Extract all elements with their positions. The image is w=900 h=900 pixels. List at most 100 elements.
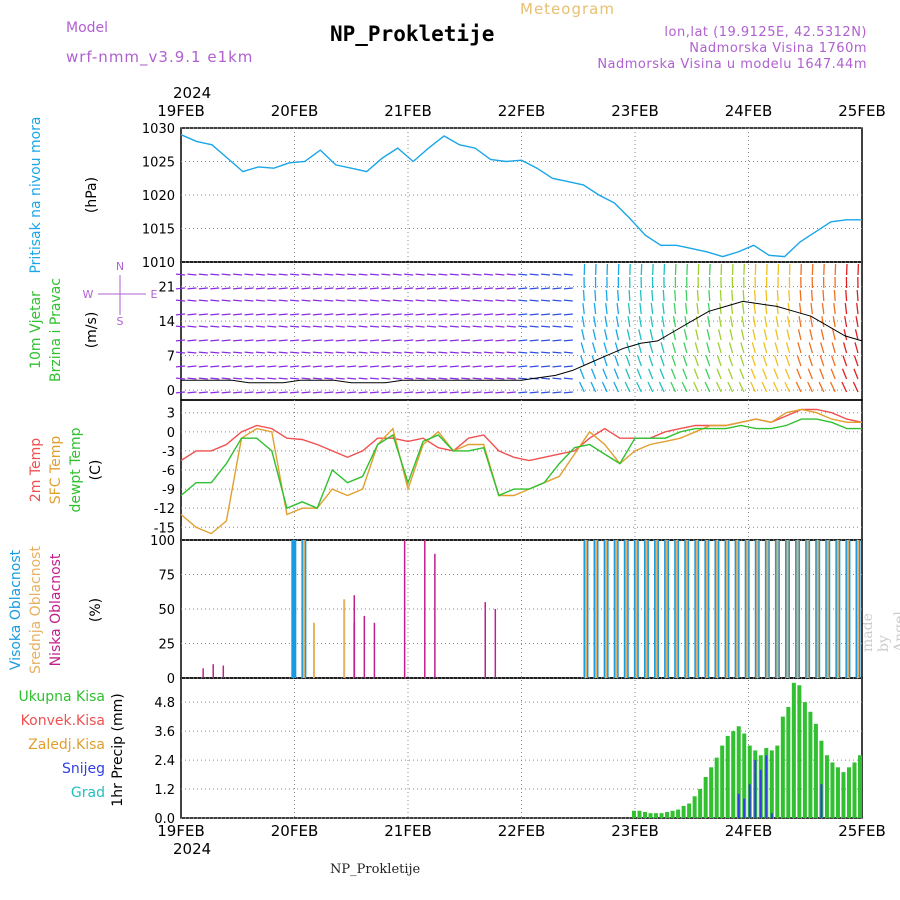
wind-axis-title-2: Brzina i Pravac [48, 278, 64, 382]
wind-arrow [461, 351, 471, 354]
cloud-high-bar [291, 540, 297, 678]
wind-arrow [312, 313, 322, 316]
precip-total-bar [654, 813, 659, 818]
wind-arrow [841, 381, 848, 393]
wind-arrow [335, 391, 345, 394]
wind-arrow [324, 313, 334, 316]
wind-arrow [198, 325, 208, 328]
wind-arrow [347, 365, 357, 368]
precip-total-bar [687, 803, 692, 818]
wind-arrow [426, 365, 437, 368]
wind-arrow [278, 391, 288, 394]
precip-total-bar [852, 762, 857, 818]
wind-axis-title: 10m Vjetar [28, 291, 44, 369]
model-name: wrf-nmm_v3.9.1 e1km [66, 48, 254, 66]
wind-arrow [844, 303, 848, 315]
cloud-tick-label: 75 [158, 569, 175, 584]
wind-arrow [495, 339, 505, 342]
location-lonlat: lon,lat (19.9125E, 42.5312N) [664, 25, 867, 40]
wind-arrow [358, 325, 368, 328]
page-title: NP_Prokletije [330, 22, 495, 46]
wind-arrow [854, 329, 859, 341]
wind-arrow [719, 303, 722, 315]
temp-tick-label: -6 [162, 464, 175, 479]
wind-arrow [672, 329, 677, 341]
cloud-low-bar [403, 540, 406, 678]
cloud-mid-bar [605, 540, 608, 678]
wind-arrow [729, 316, 734, 328]
temp-2m-axis-title: 2m Temp [28, 438, 44, 502]
wind-arrow [210, 325, 220, 328]
wind-arrow [798, 303, 802, 315]
wind-arrow [495, 299, 505, 302]
wind-arrow [415, 365, 425, 368]
wind-arrow [591, 342, 597, 354]
wind-arrow [449, 325, 459, 328]
wind-arrow [392, 351, 402, 354]
wind-arrow [639, 303, 642, 315]
wind-arrow [614, 355, 620, 367]
wind-arrow [381, 391, 391, 394]
wind-arrow [541, 287, 551, 290]
wind-arrow [648, 355, 654, 367]
wind-arrow [529, 325, 539, 328]
wind-arrow [707, 303, 711, 315]
wind-arrow [590, 368, 597, 380]
precip-snow-bar [754, 760, 757, 818]
wind-arrow [671, 355, 677, 367]
wind-arrow [438, 365, 448, 368]
wind-arrow [615, 316, 620, 328]
precip-total-bar [676, 809, 681, 818]
wind-arrow [347, 377, 357, 380]
wind-arrow [807, 368, 813, 380]
precip-total-bar [841, 772, 846, 818]
wind-arrow [625, 368, 631, 380]
wind-arrow [404, 325, 414, 328]
wind-arrow [855, 316, 859, 328]
footer-station-name: NP_Prokletije [330, 862, 421, 877]
wind-arrow [392, 287, 402, 290]
precip-snow-bar [748, 784, 751, 818]
cloud-mid-bar [302, 540, 305, 678]
station-elevation: Nadmorska Visina 1760m [689, 41, 867, 56]
wind-arrow [552, 391, 562, 394]
precip-total-bar [742, 733, 747, 818]
wind-arrow [472, 325, 482, 328]
wind-arrow [312, 351, 322, 354]
wind-arrow [856, 303, 859, 315]
wind-arrow [233, 391, 243, 394]
wind-arrow [221, 325, 231, 328]
wind-arrow [659, 368, 665, 380]
chart-subtitle: Meteogram [520, 0, 615, 18]
wind-arrow [495, 377, 505, 380]
wind-arrow [392, 377, 402, 380]
wind-arrow [518, 325, 528, 328]
wind-arrow [529, 299, 539, 302]
cloud-low-bar [222, 665, 225, 678]
wind-arrow [822, 289, 825, 302]
wind-arrow [541, 299, 551, 302]
wind-arrow [728, 342, 734, 354]
cloud-mid-bar [786, 540, 789, 678]
bottom-day-label: 25FEB [838, 822, 885, 840]
wind-arrow [518, 339, 528, 342]
wind-arrow [613, 368, 620, 380]
wind-arrow [187, 325, 197, 328]
wind-arrow [335, 351, 345, 354]
wind-arrow [255, 287, 265, 290]
wind-arrow [415, 313, 425, 316]
wind-arrow [335, 365, 345, 368]
wind-arrow [426, 287, 437, 290]
wind-arrow [739, 368, 745, 380]
wind-arrow [603, 342, 608, 354]
wind-arrow [324, 273, 334, 276]
wind-arrow [765, 289, 768, 302]
wind-arrow [831, 342, 836, 354]
wind-arrow [506, 351, 516, 354]
precip-total-bar [720, 745, 725, 818]
bottom-day-label: 23FEB [611, 822, 658, 840]
wind-arrow [290, 377, 300, 380]
wind-arrow [449, 351, 459, 354]
wind-arrow [369, 273, 379, 276]
